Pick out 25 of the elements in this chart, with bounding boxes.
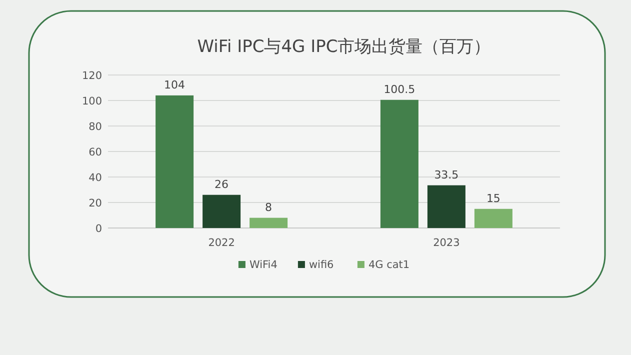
y-tick-label: 60 (88, 146, 102, 158)
y-tick-label: 100 (82, 96, 102, 108)
bar (202, 194, 241, 228)
data-label: 26 (214, 178, 229, 191)
y-tick-label: 20 (88, 198, 102, 210)
x-tick-label: 2022 (208, 237, 235, 249)
data-label: 15 (486, 192, 500, 205)
bar (427, 185, 466, 228)
data-label: 8 (265, 200, 272, 214)
legend-label: wifi6 (308, 259, 334, 271)
chart-title: WiFi IPC与4G IPC市场出货量（百万） (197, 37, 491, 57)
data-label: 100.5 (384, 82, 416, 96)
x-tick-label: 2023 (433, 237, 460, 249)
bar (474, 208, 512, 228)
y-tick-label: 0 (95, 223, 102, 235)
bar (250, 218, 288, 228)
bar (156, 95, 194, 228)
data-label: 33.5 (434, 168, 459, 182)
y-tick-label: 40 (88, 172, 102, 184)
legend-label: WiFi4 (249, 259, 278, 271)
legend-label: 4G cat1 (368, 259, 410, 271)
y-tick-label: 120 (82, 70, 102, 82)
data-label: 104 (164, 78, 186, 92)
y-tick-label: 80 (88, 121, 102, 133)
bar (380, 100, 418, 228)
